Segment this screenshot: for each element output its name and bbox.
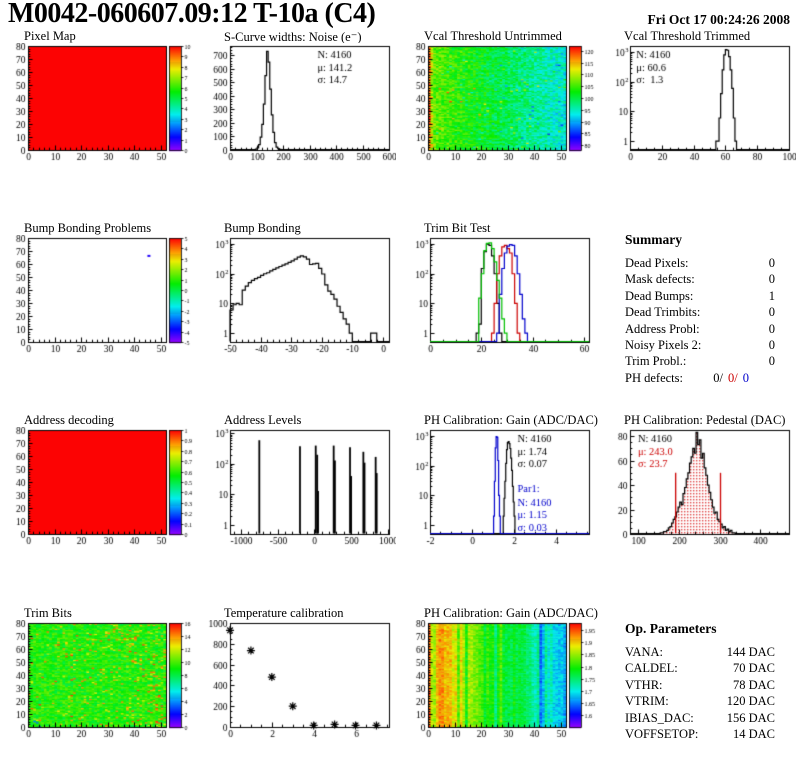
address-decoding-plot xyxy=(0,427,196,551)
ph-pedestal-plot xyxy=(600,427,796,551)
summary-row: Dead Bumps: 1 xyxy=(625,288,775,304)
op-params-row: IBIAS_DAC: 156 DAC xyxy=(625,710,775,726)
summary-value: 0 xyxy=(768,354,775,369)
scurve-noise-plot xyxy=(200,43,396,167)
op-params-row: CALDEL: 70 DAC xyxy=(625,660,775,676)
panel-title: Bump Bonding xyxy=(224,221,301,235)
ph-defects-values: 0/0/0 xyxy=(713,370,749,385)
page-title: M0042-060607.09:12 T-10a (C4) xyxy=(8,0,376,29)
ph-gain-map-plot xyxy=(400,620,596,744)
panel-ph-gain-map: PH Calibration: Gain (ADC/DAC) xyxy=(400,606,598,767)
param-value: 120 DAC xyxy=(726,694,775,709)
summary-row: Noisy Pixels 2: 0 xyxy=(625,337,775,353)
summary-value: 0 xyxy=(768,305,775,320)
panel-title: Pixel Map xyxy=(24,29,76,43)
panel-pixel-map: Pixel Map xyxy=(0,29,196,190)
timestamp: Fri Oct 17 00:24:26 2008 xyxy=(647,12,790,27)
summary-row: Mask defects: 0 xyxy=(625,271,775,287)
panel-title: Bump Bonding Problems xyxy=(24,221,152,235)
panel-vcal-trimmed: Vcal Threshold Trimmed xyxy=(600,29,796,190)
panel-title: Temperature calibration xyxy=(224,606,344,620)
summary-value: 1 xyxy=(768,288,775,303)
panel-op-params: Op. Parameters VANA: 144 DAC CALDEL: 70 DA… xyxy=(600,607,796,767)
panel-bump-bonding: Bump Bonding xyxy=(200,221,396,382)
param-value: 156 DAC xyxy=(726,710,775,725)
summary-row: Dead Trimbits: 0 xyxy=(625,304,775,320)
address-levels-plot xyxy=(200,427,396,551)
panel-vcal-untrimmed: Vcal Threshold Untrimmed xyxy=(400,29,596,190)
summary-label: Dead Trimbits: xyxy=(625,305,701,320)
op-params-row: VTHR: 78 DAC xyxy=(625,677,775,693)
panel-bump-problems: Bump Bonding Problems xyxy=(0,221,196,382)
bump-bonding-plot xyxy=(200,235,396,359)
panel-scurve-noise: S-Curve widths: Noise (e⁻) xyxy=(200,30,396,190)
param-value: 70 DAC xyxy=(732,661,775,676)
panel-title: Vcal Threshold Trimmed xyxy=(624,29,751,43)
summary-value: 0 xyxy=(768,272,775,287)
param-label: VOFFSETOP: xyxy=(625,727,699,742)
summary-label: Dead Bumps: xyxy=(625,288,694,303)
param-value: 14 DAC xyxy=(732,727,775,742)
summary-row: Trim Probl.: 0 xyxy=(625,353,775,369)
param-value: 78 DAC xyxy=(732,677,775,692)
summary-label: PH defects: xyxy=(625,370,683,385)
summary-label: Noisy Pixels 2: xyxy=(625,338,702,353)
vcal-untrimmed-plot xyxy=(400,43,596,167)
param-label: CALDEL: xyxy=(625,661,678,676)
trim-bits-plot xyxy=(0,620,196,744)
bump-problems-plot xyxy=(0,235,196,359)
summary-value: 0 xyxy=(768,338,775,353)
summary-row-ph-defects: PH defects: 0/0/0 xyxy=(625,370,775,386)
param-label: VTRIM: xyxy=(625,694,669,709)
op-params-row: VOFFSETOP: 14 DAC xyxy=(625,726,775,742)
param-label: IBIAS_DAC: xyxy=(625,710,694,725)
panel-title: PH Calibration: Pedestal (DAC) xyxy=(624,413,786,427)
panel-title: Address Levels xyxy=(224,413,302,427)
temp-calibration-plot xyxy=(200,620,396,744)
param-label: VANA: xyxy=(625,645,663,659)
panel-ph-gain-hist: PH Calibration: Gain (ADC/DAC) xyxy=(400,413,598,574)
param-label: VTHR: xyxy=(625,677,663,692)
pixel-map-plot xyxy=(0,43,196,167)
summary-label: Mask defects: xyxy=(625,272,695,287)
summary-value: 0 xyxy=(768,256,775,270)
panel-trim-bits: Trim Bits xyxy=(0,606,196,767)
panel-title: PH Calibration: Gain (ADC/DAC) xyxy=(424,413,598,427)
op-params-row: VANA: 144 DAC xyxy=(625,644,775,660)
panel-title: S-Curve widths: Noise (e⁻) xyxy=(224,30,362,44)
vcal-trimmed-plot xyxy=(600,43,796,167)
op-params-title: Op. Parameters xyxy=(625,621,717,636)
panel-title: Trim Bit Test xyxy=(424,221,491,235)
summary-title: Summary xyxy=(625,232,682,247)
panel-title: PH Calibration: Gain (ADC/DAC) xyxy=(424,606,598,620)
panel-title: Vcal Threshold Untrimmed xyxy=(424,29,562,43)
trim-bit-test-plot xyxy=(400,235,596,359)
summary-row: Dead Pixels: 0 xyxy=(625,255,775,271)
param-value: 144 DAC xyxy=(726,645,775,659)
panel-title: Address decoding xyxy=(24,413,114,427)
summary-row: Address Probl: 0 xyxy=(625,321,775,337)
summary-label: Dead Pixels: xyxy=(625,256,689,270)
panel-address-levels: Address Levels xyxy=(200,413,396,574)
panel-temp-calibration: Temperature calibration xyxy=(200,606,396,767)
summary-value: 0 xyxy=(768,321,775,336)
ph-gain-hist-plot xyxy=(400,427,596,551)
panel-ph-pedestal: PH Calibration: Pedestal (DAC) xyxy=(600,413,796,574)
panel-summary: Summary Dead Pixels: 0 Mask defects: 0 Dea… xyxy=(600,222,796,385)
panel-trim-bit-test: Trim Bit Test xyxy=(400,221,596,382)
summary-label: Address Probl: xyxy=(625,321,700,336)
panel-title: Trim Bits xyxy=(24,606,72,620)
panel-address-decoding: Address decoding xyxy=(0,413,196,574)
op-params-row: VTRIM: 120 DAC xyxy=(625,693,775,709)
summary-label: Trim Probl.: xyxy=(625,354,687,369)
